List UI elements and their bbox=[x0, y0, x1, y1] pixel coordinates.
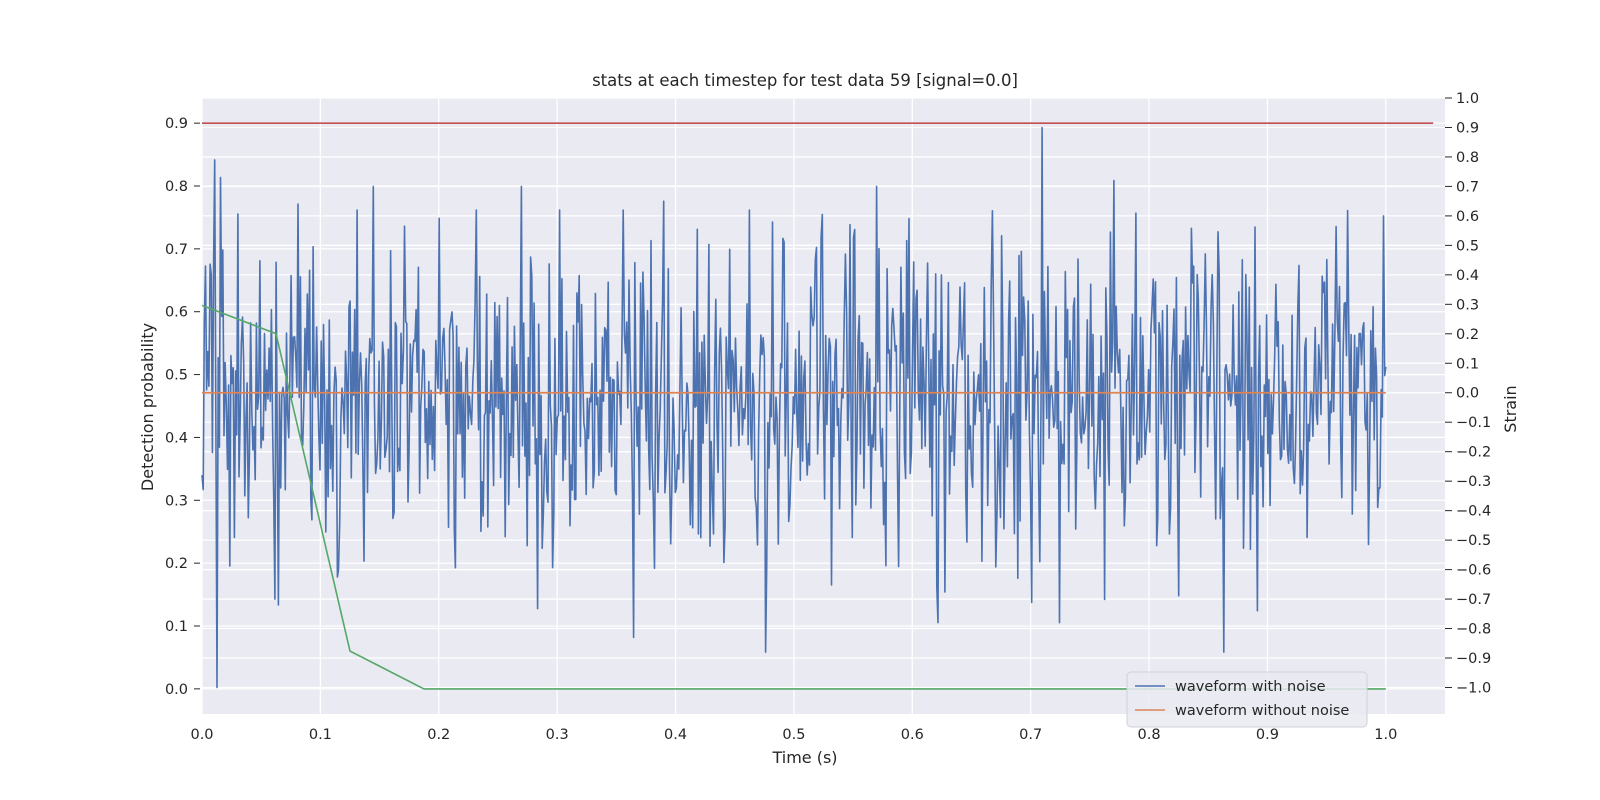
x-tick-label: 0.1 bbox=[309, 727, 332, 743]
x-axis-label: Time (s) bbox=[771, 748, 837, 767]
y2-tick-label: −0.1 bbox=[1456, 415, 1491, 431]
y-tick-label: 0.4 bbox=[165, 430, 188, 446]
y2-tick-label: 0.1 bbox=[1456, 356, 1479, 372]
y2-tick-label: 1.0 bbox=[1456, 91, 1479, 107]
plot-area bbox=[201, 122, 1434, 690]
x-tick-label: 0.7 bbox=[1019, 727, 1042, 743]
y-tick-label: 0.0 bbox=[165, 682, 188, 698]
x-tick-label: 0.2 bbox=[427, 727, 450, 743]
y2-tick-label: 0.5 bbox=[1456, 238, 1479, 254]
x-tick-label: 0.3 bbox=[546, 727, 569, 743]
y-axis-label: Detection probability bbox=[138, 323, 157, 491]
y2-tick-label: −0.3 bbox=[1456, 474, 1491, 490]
chart-title: stats at each timestep for test data 59 … bbox=[592, 71, 1018, 90]
x-axis-ticks: 0.0 0.1 0.2 0.3 0.4 0.5 0.6 0.7 0.8 0.9 1.0 bbox=[190, 727, 1397, 743]
y2-tick-label: −0.7 bbox=[1456, 592, 1491, 608]
y2-tick-label: 0.6 bbox=[1456, 209, 1479, 225]
x-tick-label: 0.4 bbox=[664, 727, 687, 743]
y-tick-label: 0.3 bbox=[165, 493, 188, 509]
y2-tick-label: −1.0 bbox=[1456, 680, 1491, 696]
y-tick-label: 0.7 bbox=[165, 242, 188, 258]
y-tick-label: 0.2 bbox=[165, 556, 188, 572]
legend-label-waveform-with-noise: waveform with noise bbox=[1175, 679, 1326, 695]
y2-tick-label: 0.8 bbox=[1456, 150, 1479, 166]
y2-tick-label: 0.2 bbox=[1456, 327, 1479, 343]
y2-axis-label: Strain bbox=[1501, 385, 1520, 432]
y2-axis-ticks: 1.0 0.9 0.8 0.7 0.6 0.5 0.4 0.3 0.2 0.1 0.0 −0.1 −0.… bbox=[1445, 91, 1491, 696]
y2-tick-label: −0.8 bbox=[1456, 622, 1491, 638]
legend: waveform with noise waveform without noi… bbox=[1126, 671, 1368, 728]
y2-tick-label: −0.6 bbox=[1456, 563, 1491, 579]
y2-tick-label: 0.4 bbox=[1456, 268, 1479, 284]
y-tick-label: 0.5 bbox=[165, 368, 188, 384]
x-tick-label: 0.6 bbox=[901, 727, 924, 743]
x-tick-label: 0.0 bbox=[190, 727, 213, 743]
y2-tick-label: 0.3 bbox=[1456, 297, 1479, 313]
y2-tick-label: −0.5 bbox=[1456, 533, 1491, 549]
y2-tick-label: 0.7 bbox=[1456, 179, 1479, 195]
x-tick-label: 0.9 bbox=[1256, 727, 1279, 743]
y2-tick-label: −0.2 bbox=[1456, 445, 1491, 461]
y-tick-label: 0.8 bbox=[165, 179, 188, 195]
y2-tick-label: −0.9 bbox=[1456, 651, 1491, 667]
y2-tick-label: 0.0 bbox=[1456, 386, 1479, 402]
legend-box bbox=[1126, 671, 1368, 728]
y-axis-ticks: 0.0 0.1 0.2 0.3 0.4 0.5 0.6 0.7 0.8 0.9 bbox=[165, 116, 200, 698]
x-tick-label: 0.8 bbox=[1138, 727, 1161, 743]
y2-tick-label: −0.4 bbox=[1456, 504, 1491, 520]
y-tick-label: 0.9 bbox=[165, 116, 188, 132]
legend-label-waveform-without-noise: waveform without noise bbox=[1175, 703, 1349, 719]
series-line-detection-probability bbox=[201, 304, 1386, 690]
y-tick-label: 0.1 bbox=[165, 619, 188, 635]
x-tick-label: 1.0 bbox=[1374, 727, 1397, 743]
x-tick-label: 0.5 bbox=[782, 727, 805, 743]
series-line-waveform-with-noise bbox=[201, 126, 1387, 689]
y-tick-label: 0.6 bbox=[165, 305, 188, 321]
y2-tick-label: 0.9 bbox=[1456, 120, 1479, 136]
